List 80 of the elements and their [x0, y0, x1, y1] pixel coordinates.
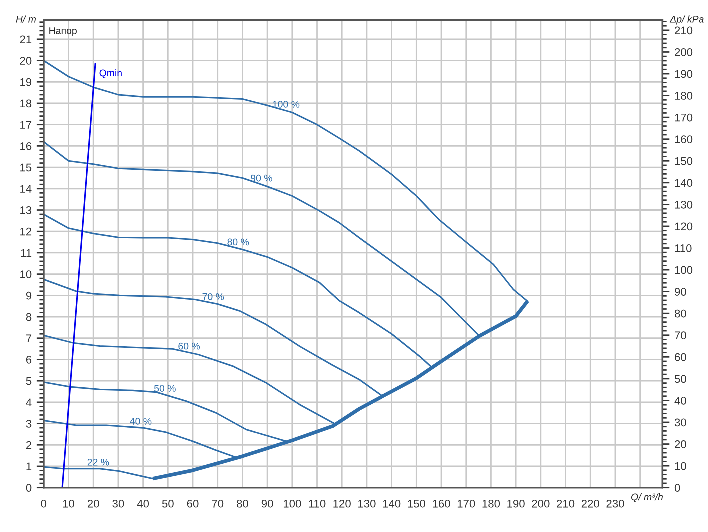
- y-tick-label: 16: [20, 142, 32, 150]
- y2-tick-label: 210: [675, 26, 693, 35]
- y2-tick-label: 200: [675, 48, 693, 56]
- x-tick-label: 40: [137, 500, 150, 508]
- x-tick-label: 200: [532, 500, 550, 508]
- x-tick-label: 170: [458, 500, 476, 508]
- y2-tick-label: 40: [674, 396, 686, 405]
- y-axis-title: H/ m: [16, 16, 36, 23]
- x-tick-label: 20: [88, 500, 100, 508]
- x-tick-label: 80: [237, 500, 248, 508]
- y2-tick-label: 140: [675, 179, 693, 188]
- y-tick-label: 10: [20, 270, 32, 278]
- y-tick-label: 1: [26, 462, 32, 471]
- x-tick-label: 230: [606, 500, 624, 508]
- x-tick-label: 160: [433, 500, 450, 508]
- y2-tick-label: 80: [674, 310, 686, 318]
- series-label: 50 %: [154, 385, 176, 392]
- x-tick-label: 140: [383, 500, 401, 508]
- x-tick-label: 180: [482, 500, 500, 508]
- x-tick-label: 120: [334, 500, 351, 508]
- y-tick-label: 4: [26, 398, 32, 406]
- x-axis-title: Q/ m³/h: [631, 493, 663, 502]
- y-tick-label: 13: [20, 206, 32, 214]
- y-tick-label: 9: [26, 292, 32, 300]
- x-tick-label: 70: [212, 500, 224, 508]
- series-label: 90 %: [251, 174, 272, 182]
- x-tick-label: 10: [63, 500, 74, 508]
- x-tick-label: 190: [508, 500, 525, 508]
- x-tick-label: 90: [262, 500, 274, 508]
- y-tick-label: 0: [26, 484, 32, 492]
- x-tick-label: 50: [162, 500, 174, 508]
- y-tick-label: 3: [26, 420, 32, 428]
- y2-tick-label: 160: [675, 136, 693, 144]
- x-tick-label: 60: [187, 500, 199, 508]
- y2-tick-label: 70: [675, 332, 686, 340]
- y2-tick-label: 130: [675, 200, 693, 209]
- annotation: Напор: [50, 28, 77, 36]
- y2-tick-label: 20: [675, 440, 686, 448]
- y-tick-label: 20: [20, 57, 32, 65]
- y2-tick-label: 180: [675, 92, 693, 100]
- y-tick-label: 2: [26, 441, 32, 450]
- x-tick-label: 210: [557, 500, 575, 508]
- y-tick-label: 11: [21, 249, 32, 257]
- y2-tick-label: 30: [674, 418, 686, 427]
- y2-tick-label: 60: [675, 353, 686, 362]
- y2-tick-label: 170: [675, 114, 693, 122]
- y-tick-label: 15: [20, 164, 32, 172]
- y-tick-label: 18: [20, 100, 32, 108]
- y-tick-label: 7: [26, 334, 32, 342]
- x-tick-label: 30: [112, 500, 124, 508]
- x-tick-label: 110: [309, 500, 326, 508]
- series-label: 80 %: [228, 238, 250, 246]
- y-tick-label: 12: [20, 228, 32, 236]
- x-tick-label: 220: [582, 500, 600, 508]
- y-tick-label: 19: [20, 78, 32, 86]
- y-tick-label: 5: [26, 377, 32, 386]
- x-tick-label: 100: [284, 500, 302, 508]
- y-tick-label: 14: [20, 185, 32, 193]
- series-label: 60 %: [178, 342, 200, 350]
- x-tick-label: 0: [41, 500, 47, 508]
- y-tick-label: 8: [26, 313, 32, 322]
- series-label: 70 %: [202, 293, 224, 300]
- y2-tick-label: 10: [675, 462, 686, 470]
- y2-tick-label: 100: [675, 266, 693, 274]
- y2-tick-label: 150: [675, 157, 693, 166]
- y2-axis-title: Δp/ kPa: [670, 16, 704, 25]
- series-label: 40 %: [130, 418, 152, 425]
- y-tick-label: 17: [20, 121, 32, 129]
- y2-tick-label: 50: [674, 375, 686, 384]
- series-label: 22 %: [88, 458, 110, 466]
- x-tick-label: 130: [358, 500, 376, 508]
- series-label: Qmin: [100, 69, 122, 78]
- y-tick-label: 21: [20, 36, 32, 44]
- y2-tick-label: 190: [675, 70, 693, 78]
- y2-tick-label: 120: [675, 222, 693, 231]
- x-tick-label: 150: [408, 500, 426, 508]
- y2-tick-label: 90: [675, 288, 686, 296]
- y2-tick-label: 0: [674, 484, 680, 492]
- y2-tick-label: 110: [675, 244, 692, 252]
- y-tick-label: 6: [26, 356, 32, 364]
